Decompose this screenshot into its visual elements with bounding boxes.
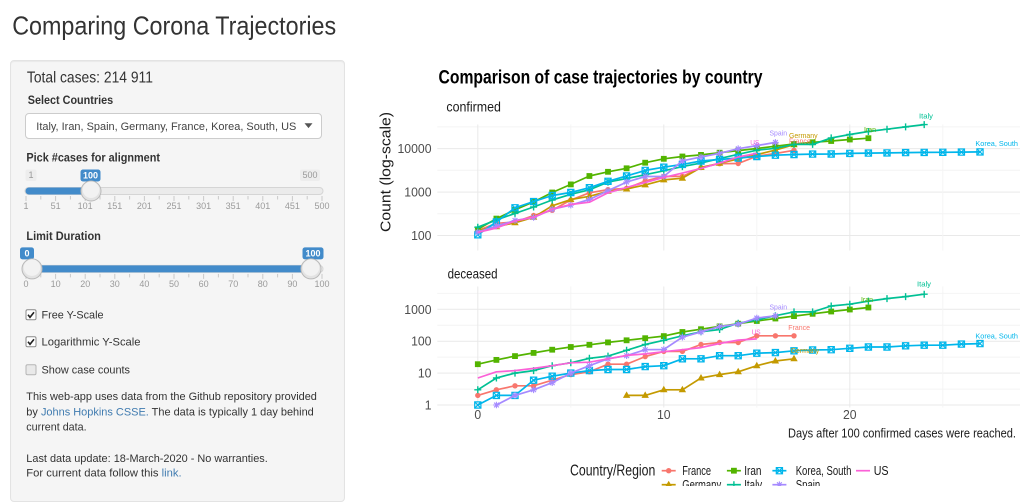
svg-text:Germany: Germany	[791, 346, 820, 355]
svg-text:20: 20	[80, 279, 90, 289]
svg-text:Iran: Iran	[861, 295, 873, 304]
svg-text:current data.: current data.	[26, 422, 86, 434]
svg-text:Iran: Iran	[744, 464, 761, 478]
svg-text:0: 0	[474, 407, 481, 422]
svg-text:70: 70	[228, 279, 238, 289]
svg-text:France: France	[788, 323, 810, 332]
svg-text:100: 100	[83, 171, 98, 181]
svg-text:Spain: Spain	[796, 478, 821, 486]
svg-text:201: 201	[137, 201, 152, 211]
svg-text:100: 100	[305, 248, 320, 258]
svg-text:1: 1	[28, 170, 33, 180]
svg-text:500: 500	[302, 170, 317, 180]
svg-text:100: 100	[411, 334, 431, 349]
svg-text:20: 20	[843, 407, 857, 422]
svg-text:151: 151	[107, 201, 122, 211]
svg-text:Italy: Italy	[744, 478, 763, 486]
svg-text:Korea, South: Korea, South	[975, 139, 1018, 148]
svg-text:France: France	[789, 137, 811, 146]
svg-text:US: US	[750, 138, 759, 147]
svg-text:10: 10	[51, 279, 61, 289]
svg-text:Show case counts: Show case counts	[42, 364, 131, 376]
svg-text:90: 90	[287, 279, 297, 289]
svg-text:Select Countries: Select Countries	[28, 95, 113, 107]
svg-text:Pick #cases for alignment: Pick #cases for alignment	[26, 152, 160, 164]
svg-text:1: 1	[425, 398, 432, 413]
svg-text:Free Y-Scale: Free Y-Scale	[42, 309, 104, 321]
svg-text:0: 0	[23, 279, 28, 289]
svg-text:500: 500	[314, 201, 329, 211]
svg-text:This web-app uses data from th: This web-app uses data from the Github r…	[26, 391, 317, 403]
svg-text:Logarithmic Y-Scale: Logarithmic Y-Scale	[42, 336, 141, 348]
svg-text:51: 51	[51, 201, 61, 211]
svg-text:0: 0	[24, 248, 29, 258]
svg-text:351: 351	[226, 201, 241, 211]
svg-text:10: 10	[418, 366, 432, 381]
svg-text:Spain: Spain	[770, 129, 788, 138]
svg-text:100: 100	[314, 279, 329, 289]
svg-text:Italy: Italy	[919, 111, 933, 120]
svg-text:Count (log-scale): Count (log-scale)	[379, 112, 395, 232]
svg-text:60: 60	[199, 279, 209, 289]
svg-text:451: 451	[285, 201, 300, 211]
svg-text:301: 301	[196, 201, 211, 211]
svg-text:Germany: Germany	[682, 478, 722, 486]
svg-text:100: 100	[411, 228, 431, 243]
svg-text:30: 30	[110, 279, 120, 289]
svg-text:251: 251	[166, 201, 181, 211]
svg-text:by Johns Hopkins CSSE. The dat: by Johns Hopkins CSSE. The data is typic…	[26, 407, 314, 419]
svg-text:10: 10	[657, 407, 671, 422]
svg-text:Italy: Italy	[917, 280, 931, 289]
svg-text:Days after 100 confirmed cases: Days after 100 confirmed cases were reac…	[788, 426, 1016, 441]
svg-text:Korea, South: Korea, South	[796, 464, 852, 478]
svg-text:Spain: Spain	[770, 303, 788, 312]
svg-text:1000: 1000	[404, 302, 431, 317]
svg-text:Korea, South: Korea, South	[975, 331, 1018, 340]
svg-text:Italy, Iran, Spain, Germany, F: Italy, Iran, Spain, Germany, France, Kor…	[36, 121, 296, 133]
svg-text:10000: 10000	[398, 141, 432, 156]
svg-text:401: 401	[255, 201, 270, 211]
svg-text:US: US	[874, 464, 889, 478]
svg-text:1000: 1000	[404, 185, 431, 200]
svg-text:Comparing Corona Trajectories: Comparing Corona Trajectories	[12, 10, 336, 40]
svg-text:Iran: Iran	[864, 125, 876, 134]
svg-text:Total cases: 214 911: Total cases: 214 911	[27, 70, 153, 87]
svg-text:50: 50	[169, 279, 179, 289]
svg-text:US: US	[752, 328, 761, 337]
svg-text:deceased: deceased	[448, 265, 498, 281]
svg-text:Country/Region: Country/Region	[570, 463, 655, 480]
svg-text:confirmed: confirmed	[446, 99, 501, 115]
svg-text:1: 1	[23, 201, 28, 211]
svg-text:For current data follow this l: For current data follow this link.	[26, 468, 181, 480]
svg-text:101: 101	[78, 201, 93, 211]
svg-text:80: 80	[258, 279, 268, 289]
svg-text:Germany: Germany	[789, 131, 818, 140]
svg-text:Limit Duration: Limit Duration	[26, 231, 101, 243]
svg-text:France: France	[682, 464, 711, 478]
svg-text:40: 40	[139, 279, 149, 289]
svg-text:Last data update: 18-March-202: Last data update: 18-March-2020 - No war…	[26, 453, 267, 465]
svg-text:Comparison of case trajectorie: Comparison of case trajectories by count…	[439, 67, 763, 89]
